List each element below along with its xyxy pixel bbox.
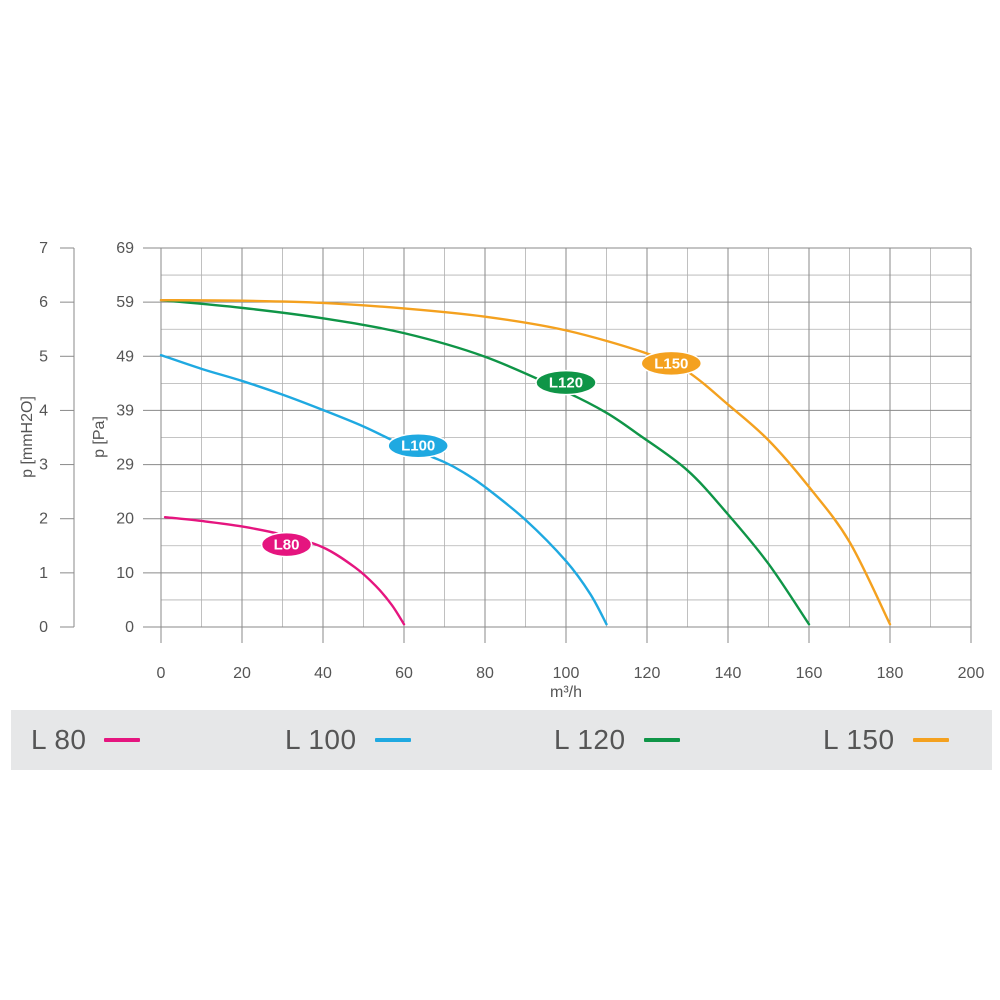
x-axis: 0 20 40 60 80 100 120 140 160 180 200	[157, 627, 985, 682]
x-tick-label: 20	[233, 665, 251, 682]
legend-item-l80: L 80	[31, 710, 141, 770]
x-tick-label: 180	[877, 665, 904, 682]
y-tick-label-mmH2O: 6	[39, 294, 48, 311]
series-line-l150	[159, 298, 892, 626]
curve-badge-label: L100	[401, 438, 435, 455]
curve-badge-background	[387, 432, 449, 459]
pressure-flow-chart: 0 1 2 3 4 5 6 7 0 10 20 29 39 49 59 69 0 20 40 60 80 100 120…	[19, 240, 985, 701]
y-tick-label-mmH2O: 2	[39, 511, 48, 528]
y-axis-label-Pa: p [Pa]	[91, 416, 108, 458]
y-tick-label-Pa: 10	[116, 565, 134, 582]
x-tick-label: 200	[958, 665, 985, 682]
y-axis-label-mmH2O: p [mmH2O]	[19, 396, 36, 478]
x-tick-label: 80	[476, 665, 494, 682]
curve-badge-background	[535, 369, 597, 396]
y-tick-label-Pa: 20	[116, 511, 134, 528]
x-tick-label: 160	[796, 665, 823, 682]
y-tick-label-mmH2O: 0	[39, 619, 48, 636]
y-tick-label-Pa: 49	[116, 348, 134, 365]
x-tick-label: 40	[314, 665, 332, 682]
legend-swatch	[643, 738, 680, 742]
y-tick-label-mmH2O: 4	[39, 402, 48, 419]
y-tick-label-Pa: 39	[116, 402, 134, 419]
legend-label: L 150	[823, 724, 895, 755]
legend-item-l120: L 120	[554, 710, 680, 770]
x-tick-label: 100	[553, 665, 580, 682]
x-tick-label: 60	[395, 665, 413, 682]
curve-badge-l120: L120	[535, 369, 597, 396]
curve-badge-l80: L80	[260, 531, 313, 558]
y-tick-label-Pa: 29	[116, 457, 134, 474]
y-tick-label-Pa: 0	[125, 619, 134, 636]
x-tick-label: 120	[634, 665, 661, 682]
series-line-l80	[163, 515, 406, 626]
legend-item-l150: L 150	[823, 710, 949, 770]
curve-badge-label: L150	[654, 355, 688, 372]
x-axis-label: m³/h	[550, 684, 582, 701]
series-line-l100	[159, 353, 608, 626]
legend-swatch	[374, 738, 411, 742]
legend: L 80 L 100 L 120 L 150	[11, 710, 992, 770]
legend-swatch	[912, 738, 949, 742]
legend-label: L 100	[285, 724, 357, 755]
curve-badge-label: L120	[549, 375, 583, 392]
y-tick-label-mmH2O: 5	[39, 348, 48, 365]
curve-badge-background	[260, 531, 313, 558]
y-tick-label-mmH2O: 1	[39, 565, 48, 582]
curve-badge-l150: L150	[640, 350, 703, 377]
y-tick-label-mmH2O: 7	[39, 240, 48, 257]
pa-axis: 0 10 20 29 39 49 59 69	[116, 240, 161, 636]
badge-layer: L80 L100 L120 L150	[260, 350, 703, 558]
curve-badge-l100: L100	[387, 432, 449, 459]
left-axis-mmH2O: 0 1 2 3 4 5 6 7	[39, 240, 75, 636]
curve-badge-background	[640, 350, 703, 377]
y-tick-label-Pa: 59	[116, 294, 134, 311]
y-tick-label-mmH2O: 3	[39, 457, 48, 474]
x-tick-label: 140	[715, 665, 742, 682]
x-tick-label: 0	[157, 665, 166, 682]
y-tick-label-Pa: 69	[116, 240, 134, 257]
legend-item-l100: L 100	[285, 710, 411, 770]
legend-label: L 120	[554, 724, 626, 755]
curve-badge-label: L80	[274, 537, 300, 554]
legend-swatch	[104, 738, 141, 742]
legend-label: L 80	[31, 724, 87, 755]
